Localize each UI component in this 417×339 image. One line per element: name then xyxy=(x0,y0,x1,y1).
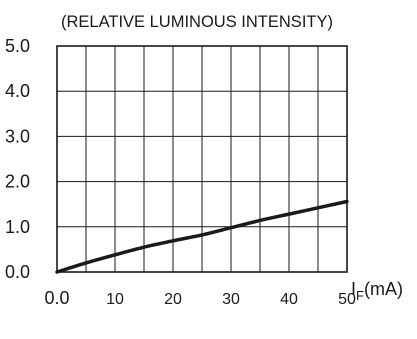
x-tick-label: 0.0 xyxy=(44,288,69,308)
y-tick-label: 5.0 xyxy=(5,36,30,56)
x-axis-label-main: I xyxy=(351,279,356,299)
y-tick-label: 1.0 xyxy=(5,217,30,237)
y-tick-label: 4.0 xyxy=(5,81,30,101)
x-tick-label: 40 xyxy=(280,291,298,308)
x-axis-label-unit: (mA) xyxy=(364,279,403,299)
plot-frame xyxy=(56,45,348,273)
y-tick-label: 0.0 xyxy=(5,262,30,282)
x-axis-label-sub: F xyxy=(356,288,364,303)
y-tick-label: 2.0 xyxy=(5,172,30,192)
y-tick-label: 3.0 xyxy=(5,126,30,146)
x-tick-label: 30 xyxy=(222,291,240,308)
x-tick-label: 20 xyxy=(164,291,182,308)
series-line xyxy=(55,199,349,274)
y-tick-labels: 0.0 1.0 2.0 3.0 4.0 5.0 xyxy=(5,36,30,282)
chart-title: (RELATIVE LUMINOUS INTENSITY) xyxy=(61,13,333,31)
x-tick-label: 10 xyxy=(106,291,124,308)
x-axis-label: IF(mA) xyxy=(351,279,403,303)
x-tick-label: 50 xyxy=(338,291,356,308)
grid xyxy=(57,46,347,272)
x-tick-labels: 0.0 10 20 30 40 50 xyxy=(44,288,356,308)
